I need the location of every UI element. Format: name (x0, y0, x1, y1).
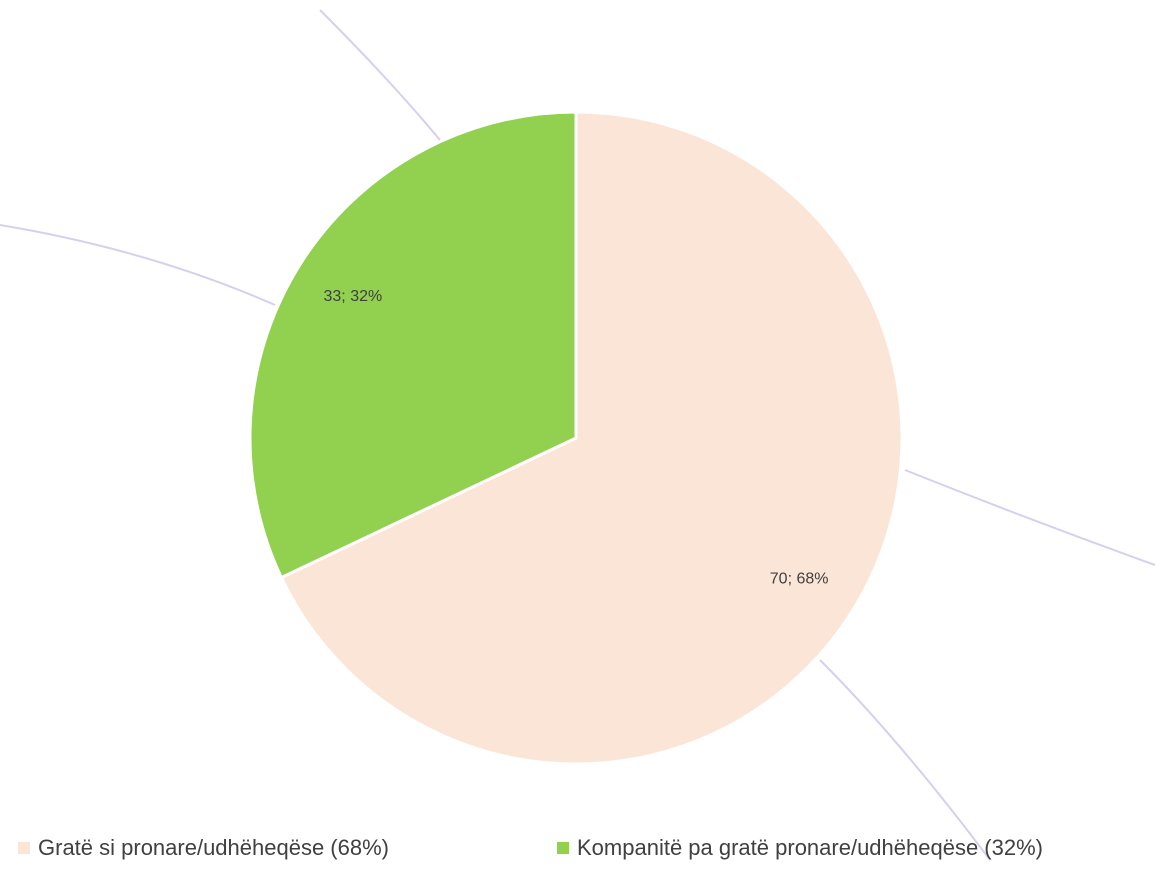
legend-label: Kompanitë pa gratë pronare/udhëheqëse (3… (577, 835, 1043, 860)
pie-slice (279, 110, 904, 766)
legend-marker (18, 842, 30, 854)
decor-line (319, 9, 441, 141)
data-label: 33; 32% (324, 288, 383, 305)
decor-line (819, 659, 991, 861)
decor-line (904, 469, 1155, 566)
legend-label: Gratë si pronare/udhëheqëse (68%) (38, 835, 389, 860)
legend-marker (557, 842, 569, 854)
data-label: 70; 68% (770, 570, 829, 587)
background-decoration (0, 9, 1155, 861)
pie-slice (248, 110, 578, 580)
decor-line (0, 224, 276, 306)
